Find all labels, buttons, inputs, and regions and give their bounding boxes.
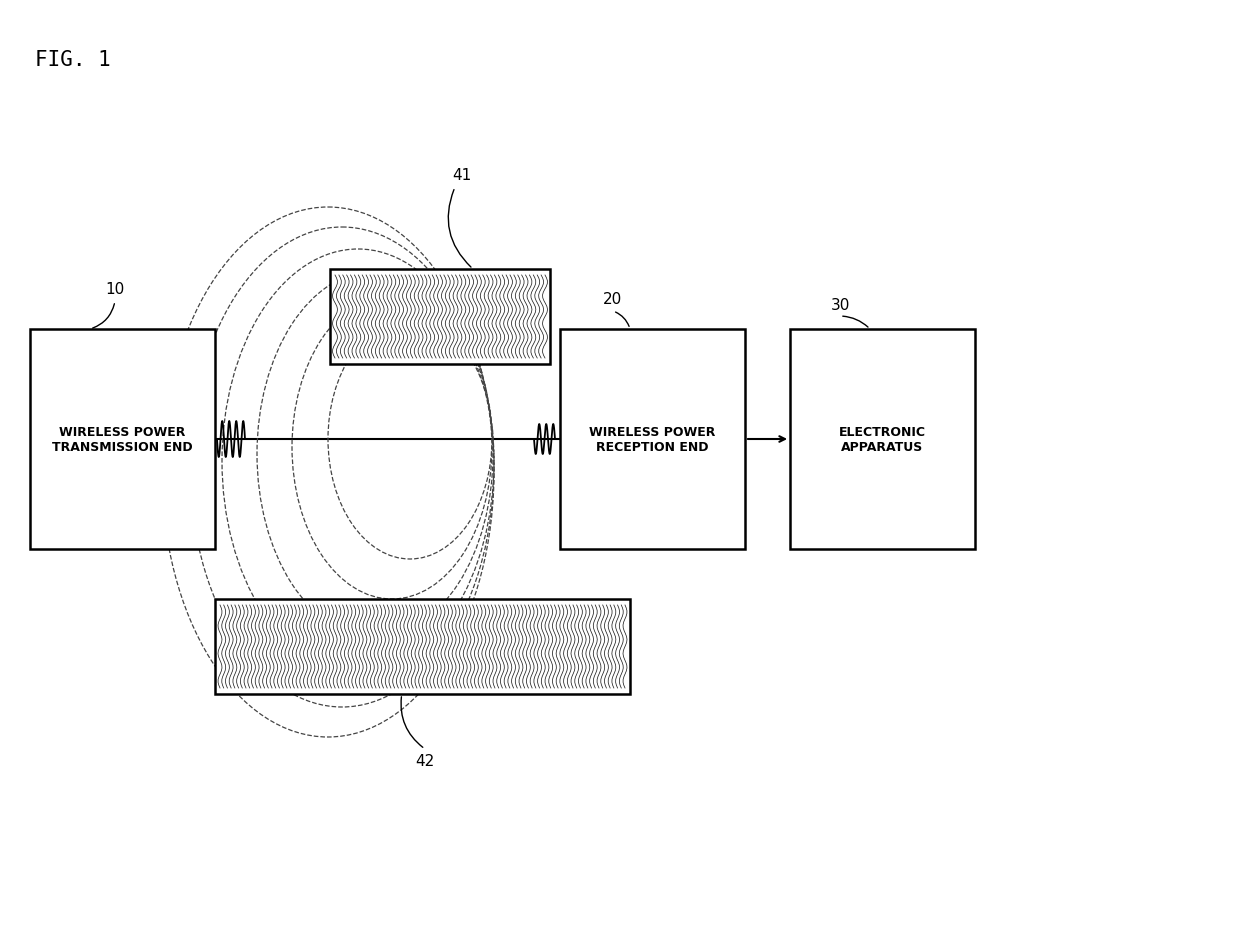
Text: 42: 42	[415, 754, 435, 768]
Text: 41: 41	[452, 167, 472, 183]
Text: FIG. 1: FIG. 1	[35, 50, 110, 70]
Text: WIRELESS POWER
TRANSMISSION END: WIRELESS POWER TRANSMISSION END	[52, 425, 193, 453]
Text: 20: 20	[603, 292, 623, 307]
Text: WIRELESS POWER
RECEPTION END: WIRELESS POWER RECEPTION END	[590, 425, 716, 453]
Bar	[560, 330, 745, 550]
Text: 30: 30	[830, 298, 850, 312]
Bar	[216, 600, 629, 694]
Text: 10: 10	[105, 282, 125, 298]
Bar	[330, 270, 550, 364]
Bar	[30, 330, 216, 550]
Bar	[790, 330, 975, 550]
Text: ELECTRONIC
APPARATUS: ELECTRONIC APPARATUS	[839, 425, 926, 453]
